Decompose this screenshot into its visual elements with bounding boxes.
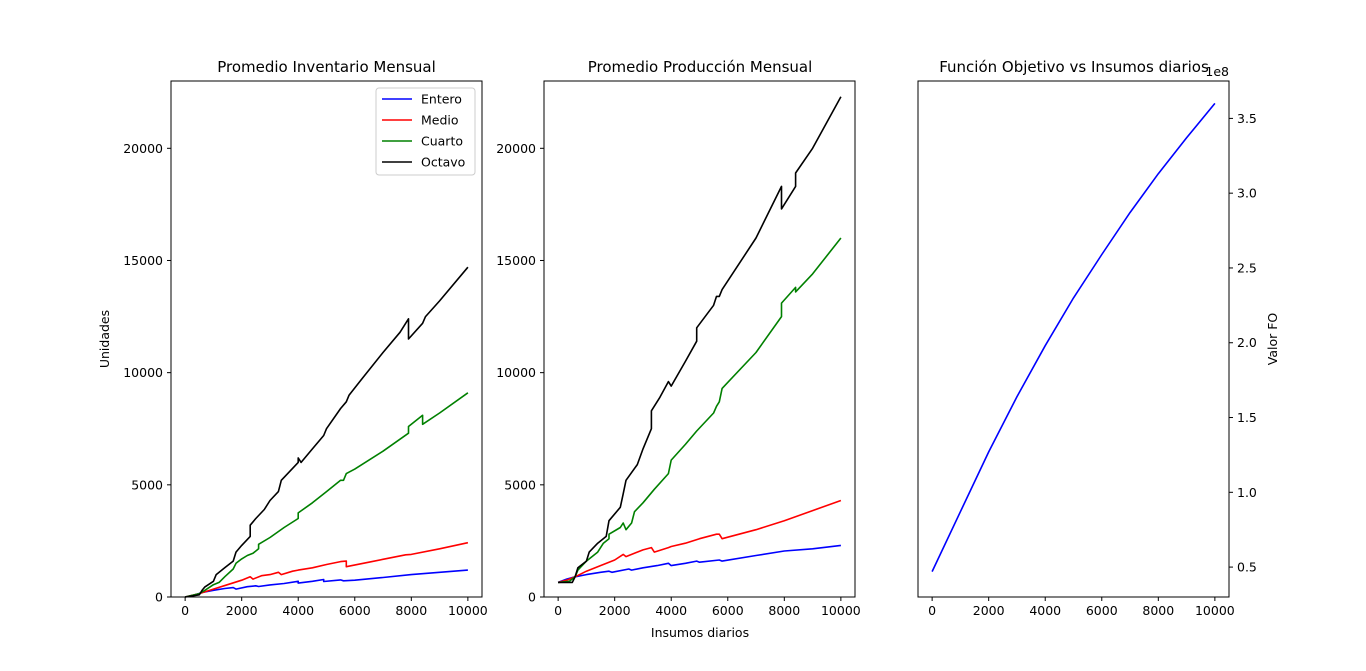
inventory-chart-panel: Promedio Inventario Mensual Unidades 0 20…: [97, 58, 488, 618]
x-tick-label: 8000: [768, 603, 800, 618]
objective-function-chart-title: Función Objetivo vs Insumos diarios: [939, 58, 1209, 76]
x-tick-label: 0: [928, 603, 936, 618]
y-tick-label: 0: [155, 590, 163, 605]
y-tick-label: 10000: [123, 365, 163, 380]
x-tick-label: 4000: [282, 603, 314, 618]
objective-function-y-axis-label: Valor FO: [1265, 313, 1280, 366]
y-tick-label: 0.5: [1237, 560, 1257, 575]
x-tick-label: 2000: [973, 603, 1005, 618]
x-tick-label: 6000: [712, 603, 744, 618]
y-tick-label: 15000: [496, 253, 536, 268]
series-line-medio: [184, 541, 469, 598]
x-tick-label: 10000: [448, 603, 488, 618]
y-tick-label: 1.5: [1237, 410, 1257, 425]
objective-function-chart-panel: Función Objetivo vs Insumos diarios Valo…: [917, 58, 1280, 618]
legend-label-octavo: Octavo: [421, 155, 465, 170]
y-tick-label: 2.0: [1237, 335, 1257, 350]
series-line-fo: [931, 102, 1216, 572]
x-tick-label: 8000: [1142, 603, 1174, 618]
x-tick-label: 10000: [821, 603, 861, 618]
legend-label-medio: Medio: [421, 113, 459, 128]
y-tick-label: 20000: [496, 141, 536, 156]
series-line-medio: [557, 499, 842, 584]
legend-label-cuarto: Cuarto: [421, 134, 463, 149]
series-line-cuarto: [184, 392, 469, 598]
chart-legend: Entero Medio Cuarto Octavo: [375, 87, 476, 176]
y-tick-label: 5000: [131, 477, 163, 492]
plot-frame: [917, 80, 1230, 598]
y-tick-label: 5000: [504, 477, 536, 492]
y-tick-label: 3.5: [1237, 111, 1257, 126]
x-tick-label: 4000: [1029, 603, 1061, 618]
y-tick-label: 2.5: [1237, 260, 1257, 275]
x-tick-label: 0: [181, 603, 189, 618]
x-tick-label: 6000: [339, 603, 371, 618]
plot-frame: [543, 80, 856, 598]
x-tick-label: 2000: [226, 603, 258, 618]
production-x-axis-label: Insumos diarios: [651, 625, 749, 640]
inventory-y-axis-label: Unidades: [97, 310, 112, 368]
y-tick-label: 3.0: [1237, 186, 1257, 201]
series-line-entero: [184, 569, 468, 598]
x-tick-label: 0: [554, 603, 562, 618]
x-tick-label: 10000: [1195, 603, 1235, 618]
production-chart-title: Promedio Producción Mensual: [588, 58, 813, 76]
y-tick-label: 0: [528, 590, 536, 605]
series-group: [931, 102, 1216, 572]
series-line-octavo: [184, 266, 469, 598]
x-tick-label: 6000: [1086, 603, 1118, 618]
x-tick-label: 4000: [655, 603, 687, 618]
y-tick-label: 10000: [496, 365, 536, 380]
inventory-chart-title: Promedio Inventario Mensual: [217, 58, 436, 76]
x-tick-label: 2000: [599, 603, 631, 618]
series-group: [184, 266, 469, 598]
y-tick-label: 20000: [123, 141, 163, 156]
y-tick-label: 15000: [123, 253, 163, 268]
y-offset-text: 1e8: [1205, 64, 1229, 79]
legend-box: [375, 87, 476, 176]
production-chart-panel: Promedio Producción Mensual Insumos diar…: [496, 58, 861, 640]
x-tick-label: 8000: [395, 603, 427, 618]
series-line-entero: [557, 544, 841, 584]
y-tick-label: 1.0: [1237, 485, 1257, 500]
series-group: [557, 96, 842, 584]
series-line-octavo: [558, 96, 842, 584]
series-line-cuarto: [558, 237, 842, 584]
plot-frame: [170, 80, 483, 598]
legend-label-entero: Entero: [421, 92, 462, 107]
